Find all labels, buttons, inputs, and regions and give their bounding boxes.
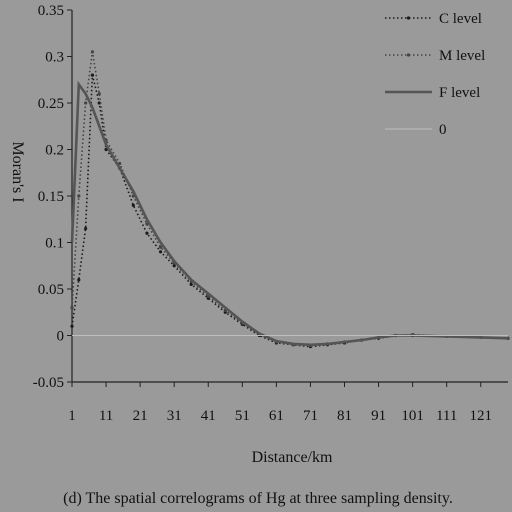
chart-caption: (d) The spatial correlograms of Hg at th… <box>63 490 453 507</box>
x-tick-label: 101 <box>401 408 424 424</box>
x-tick-label: 111 <box>436 408 457 424</box>
data-point <box>189 282 193 286</box>
x-tick-label: 61 <box>269 408 284 424</box>
x-tick-label: 81 <box>337 408 352 424</box>
x-tick-label: 71 <box>303 408 318 424</box>
data-point <box>90 73 95 77</box>
x-axis-title: Distance/km <box>252 449 333 466</box>
x-tick-label: 121 <box>470 408 493 424</box>
y-tick-label: 0.35 <box>38 3 64 19</box>
series-f-level <box>70 80 509 347</box>
data-point <box>158 245 163 249</box>
x-tick-label: 21 <box>133 408 148 424</box>
y-tick-label: 0.2 <box>45 143 64 159</box>
y-tick-label: 0.3 <box>45 50 64 66</box>
y-tick-label: 0.1 <box>45 236 64 252</box>
series-c-level <box>70 73 510 349</box>
data-point <box>84 101 88 105</box>
legend-label: 0 <box>439 122 447 138</box>
legend-label: M level <box>439 48 485 64</box>
y-tick-label: -0.05 <box>33 375 64 391</box>
x-tick-label: 11 <box>99 408 113 424</box>
data-point <box>70 306 74 310</box>
data-point <box>104 147 108 152</box>
data-point <box>145 231 149 235</box>
data-point <box>77 194 81 198</box>
x-tick-label: 91 <box>371 408 386 424</box>
x-tick-label: 41 <box>201 408 216 424</box>
legend-marker <box>406 16 411 20</box>
data-point <box>70 324 74 328</box>
x-tick-label: 1 <box>68 408 76 424</box>
y-tick-label: 0.15 <box>38 189 64 205</box>
x-tick-label: 31 <box>167 408 182 424</box>
data-point <box>97 92 101 96</box>
x-tick-label: 51 <box>235 408 250 424</box>
y-tick-label: 0.25 <box>38 96 64 112</box>
legend-label: F level <box>439 85 480 101</box>
data-point <box>84 226 88 231</box>
data-point <box>90 50 95 54</box>
series-line <box>70 80 509 347</box>
legend-label: C level <box>439 11 482 27</box>
y-tick-label: 0 <box>57 329 65 345</box>
y-tick-label: 0.05 <box>38 282 64 298</box>
series-line <box>71 74 509 348</box>
data-point <box>77 278 81 282</box>
legend-marker <box>406 53 411 57</box>
data-point <box>158 250 163 254</box>
y-axis-title: Moran's I <box>9 141 26 202</box>
data-point <box>131 203 135 207</box>
